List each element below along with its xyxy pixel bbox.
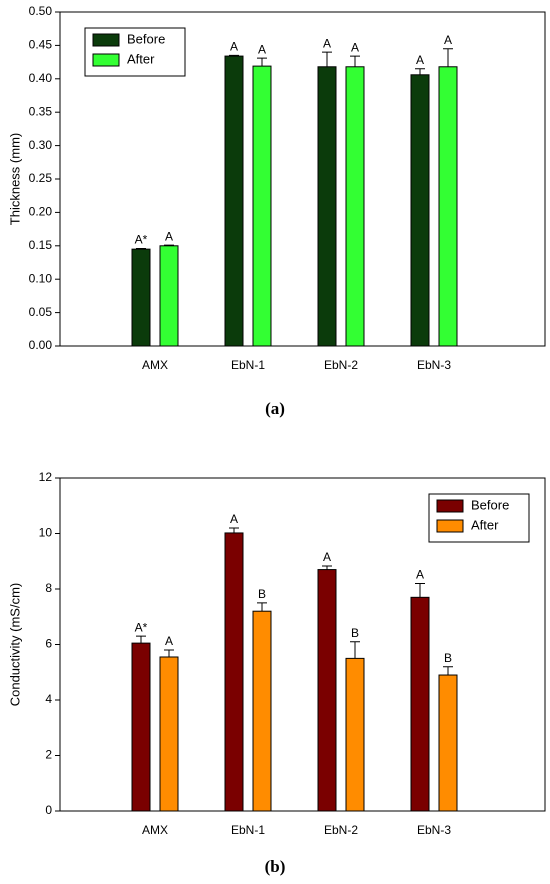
bar bbox=[438, 66, 458, 347]
error-bar bbox=[229, 527, 239, 533]
significance-label: A bbox=[416, 53, 424, 67]
bar bbox=[252, 610, 272, 812]
error-bar bbox=[164, 244, 174, 246]
x-tick-label: EbN-1 bbox=[231, 358, 265, 372]
legend-box bbox=[84, 27, 186, 77]
y-tick-label: 0.35 bbox=[29, 104, 53, 118]
bar bbox=[410, 596, 430, 812]
bar bbox=[438, 674, 458, 812]
bar bbox=[159, 245, 179, 347]
legend-swatch bbox=[436, 519, 464, 533]
significance-label: A bbox=[444, 33, 452, 47]
error-bar bbox=[136, 635, 146, 644]
significance-label: A bbox=[230, 40, 238, 54]
bar bbox=[345, 657, 365, 812]
error-bar bbox=[136, 247, 146, 250]
error-bar bbox=[415, 68, 425, 75]
bar bbox=[345, 66, 365, 347]
y-tick-label: 8 bbox=[45, 581, 52, 595]
bar bbox=[317, 66, 337, 347]
significance-label: B bbox=[351, 626, 359, 640]
x-tick-label: EbN-2 bbox=[324, 823, 358, 837]
y-tick-label: 0.15 bbox=[29, 238, 53, 252]
error-bar bbox=[257, 602, 267, 612]
error-bar bbox=[443, 666, 453, 676]
y-axis-label: Conductivity (mS/cm) bbox=[7, 583, 22, 707]
bar bbox=[131, 642, 151, 812]
y-tick-label: 0.20 bbox=[29, 205, 53, 219]
y-tick-label: 0.10 bbox=[29, 271, 53, 285]
bar bbox=[131, 248, 151, 347]
plot-frame bbox=[59, 11, 546, 347]
significance-label: A bbox=[323, 550, 331, 564]
y-tick-label: 6 bbox=[45, 637, 52, 651]
x-tick-label: EbN-3 bbox=[417, 358, 451, 372]
error-bar bbox=[322, 51, 332, 67]
y-axis-label: Thickness (mm) bbox=[7, 133, 22, 225]
y-tick-label: 12 bbox=[39, 470, 53, 484]
y-tick-label: 0.45 bbox=[29, 38, 53, 52]
x-tick-label: EbN-2 bbox=[324, 358, 358, 372]
y-tick-label: 2 bbox=[45, 748, 52, 762]
bar bbox=[224, 532, 244, 812]
significance-label: B bbox=[444, 651, 452, 665]
legend-swatch bbox=[92, 53, 120, 67]
y-tick-label: 4 bbox=[45, 692, 52, 706]
legend-swatch bbox=[92, 33, 120, 47]
error-bar bbox=[350, 641, 360, 659]
bar bbox=[159, 656, 179, 812]
legend-label: After bbox=[471, 517, 499, 532]
error-bar bbox=[257, 57, 267, 67]
error-bar bbox=[443, 48, 453, 67]
x-tick-label: EbN-3 bbox=[417, 823, 451, 837]
significance-label: A bbox=[230, 512, 238, 526]
y-tick-label: 0.30 bbox=[29, 138, 53, 152]
figure-caption: (b) bbox=[265, 857, 286, 876]
legend-label: Before bbox=[471, 497, 509, 512]
y-tick-label: 0.00 bbox=[29, 338, 53, 352]
x-tick-label: AMX bbox=[142, 823, 168, 837]
legend-swatch bbox=[436, 499, 464, 513]
legend-label: After bbox=[127, 51, 155, 66]
significance-label: A bbox=[165, 229, 173, 243]
y-tick-label: 0.25 bbox=[29, 171, 53, 185]
significance-label: A bbox=[165, 634, 173, 648]
significance-label: A* bbox=[135, 620, 148, 634]
plot-frame bbox=[59, 477, 546, 812]
bar bbox=[410, 74, 430, 347]
bar bbox=[317, 569, 337, 812]
error-bar bbox=[322, 565, 332, 570]
y-tick-label: 0.05 bbox=[29, 305, 53, 319]
error-bar bbox=[350, 55, 360, 67]
significance-label: A bbox=[258, 42, 266, 56]
error-bar bbox=[415, 582, 425, 598]
significance-label: B bbox=[258, 587, 266, 601]
error-bar bbox=[229, 54, 239, 57]
significance-label: A bbox=[351, 40, 359, 54]
bar bbox=[252, 65, 272, 347]
significance-label: A bbox=[323, 36, 331, 50]
y-tick-label: 0.40 bbox=[29, 71, 53, 85]
y-tick-label: 0.50 bbox=[29, 4, 53, 18]
x-tick-label: EbN-1 bbox=[231, 823, 265, 837]
bar bbox=[224, 55, 244, 347]
significance-label: A bbox=[416, 568, 424, 582]
legend-label: Before bbox=[127, 31, 165, 46]
y-tick-label: 10 bbox=[39, 526, 53, 540]
significance-label: A* bbox=[135, 233, 148, 247]
x-tick-label: AMX bbox=[142, 358, 168, 372]
figure-caption: (a) bbox=[265, 399, 285, 418]
y-tick-label: 0 bbox=[45, 803, 52, 817]
error-bar bbox=[164, 649, 174, 657]
